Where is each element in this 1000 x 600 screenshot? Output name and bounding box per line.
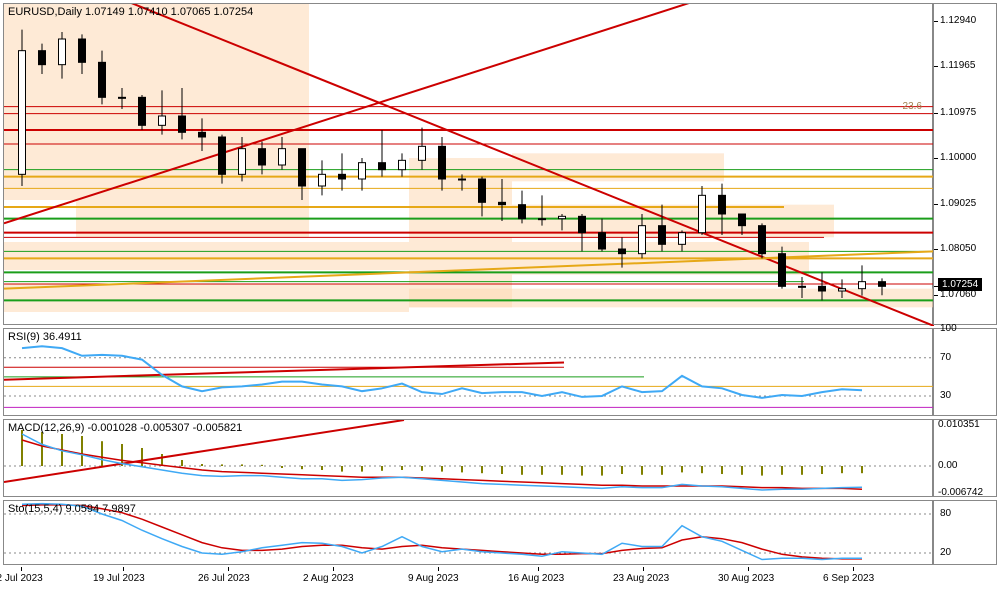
symbol-label: EURUSD,Daily [8, 6, 82, 18]
rsi-y-axis: 1007030 [933, 328, 997, 416]
rsi-panel[interactable]: RSI(9) 36.4911 [3, 328, 933, 416]
price-y-axis: 1.12940 1.11965 1.10975 1.10000 1.09025 1.080… [933, 3, 997, 325]
rsi-y-tick: 70 [940, 352, 951, 363]
y-tick-label: 1.08050 [940, 243, 976, 254]
rsi-y-tick: 100 [940, 323, 957, 334]
price-chart-panel[interactable]: EURUSD,Daily 1.07149 1.07410 1.07065 1.0… [3, 3, 933, 325]
price-chart-svg [4, 4, 934, 326]
chart-title: EURUSD,Daily 1.07149 1.07410 1.07065 1.0… [8, 6, 253, 18]
rsi-title: RSI(9) 36.4911 [8, 331, 82, 343]
ohlc-label: 1.07149 1.07410 1.07065 1.07254 [85, 6, 253, 18]
x-tick-label: 12 Jul 2023 [0, 573, 43, 584]
x-tick-label: 23 Aug 2023 [613, 573, 669, 584]
y-tick-label: 1.09025 [940, 198, 976, 209]
sto-y-tick: 80 [940, 508, 951, 519]
x-tick-label: 16 Aug 2023 [508, 573, 564, 584]
x-tick-label: 19 Jul 2023 [93, 573, 145, 584]
macd-y-axis: 0.010351 0.00 -0.006742 [933, 419, 997, 497]
y-tick-label: 1.10000 [940, 152, 976, 163]
fib-level-label: 23.6 [903, 101, 922, 112]
sto-svg [4, 501, 934, 566]
stochastic-panel[interactable]: Sto(15,5,4) 9.0594 7.9897 [3, 500, 933, 565]
x-tick-label: 6 Sep 2023 [823, 573, 874, 584]
y-tick-label: 1.11965 [940, 60, 975, 71]
x-tick-label: 2 Aug 2023 [303, 573, 354, 584]
x-axis: 12 Jul 2023 19 Jul 2023 26 Jul 2023 2 Aug 2… [3, 567, 997, 597]
y-tick-label: 1.10975 [940, 107, 976, 118]
x-tick-label: 9 Aug 2023 [408, 573, 459, 584]
macd-y-tick: 0.010351 [938, 419, 980, 430]
y-tick-label: 1.12940 [940, 15, 976, 26]
macd-y-tick: 0.00 [938, 460, 957, 471]
rsi-svg [4, 329, 934, 417]
current-price-tag: 1.07254 [938, 278, 982, 291]
macd-y-tick: -0.006742 [938, 487, 983, 498]
rsi-y-tick: 30 [940, 390, 951, 401]
sto-y-axis: 80 20 [933, 500, 997, 565]
sto-title: Sto(15,5,4) 9.0594 7.9897 [8, 503, 136, 515]
sto-y-tick: 20 [940, 547, 951, 558]
macd-panel[interactable]: MACD(12,26,9) -0.001028 -0.005307 -0.005… [3, 419, 933, 497]
x-tick-label: 26 Jul 2023 [198, 573, 250, 584]
macd-title: MACD(12,26,9) -0.001028 -0.005307 -0.005… [8, 422, 242, 434]
x-tick-label: 30 Aug 2023 [718, 573, 774, 584]
